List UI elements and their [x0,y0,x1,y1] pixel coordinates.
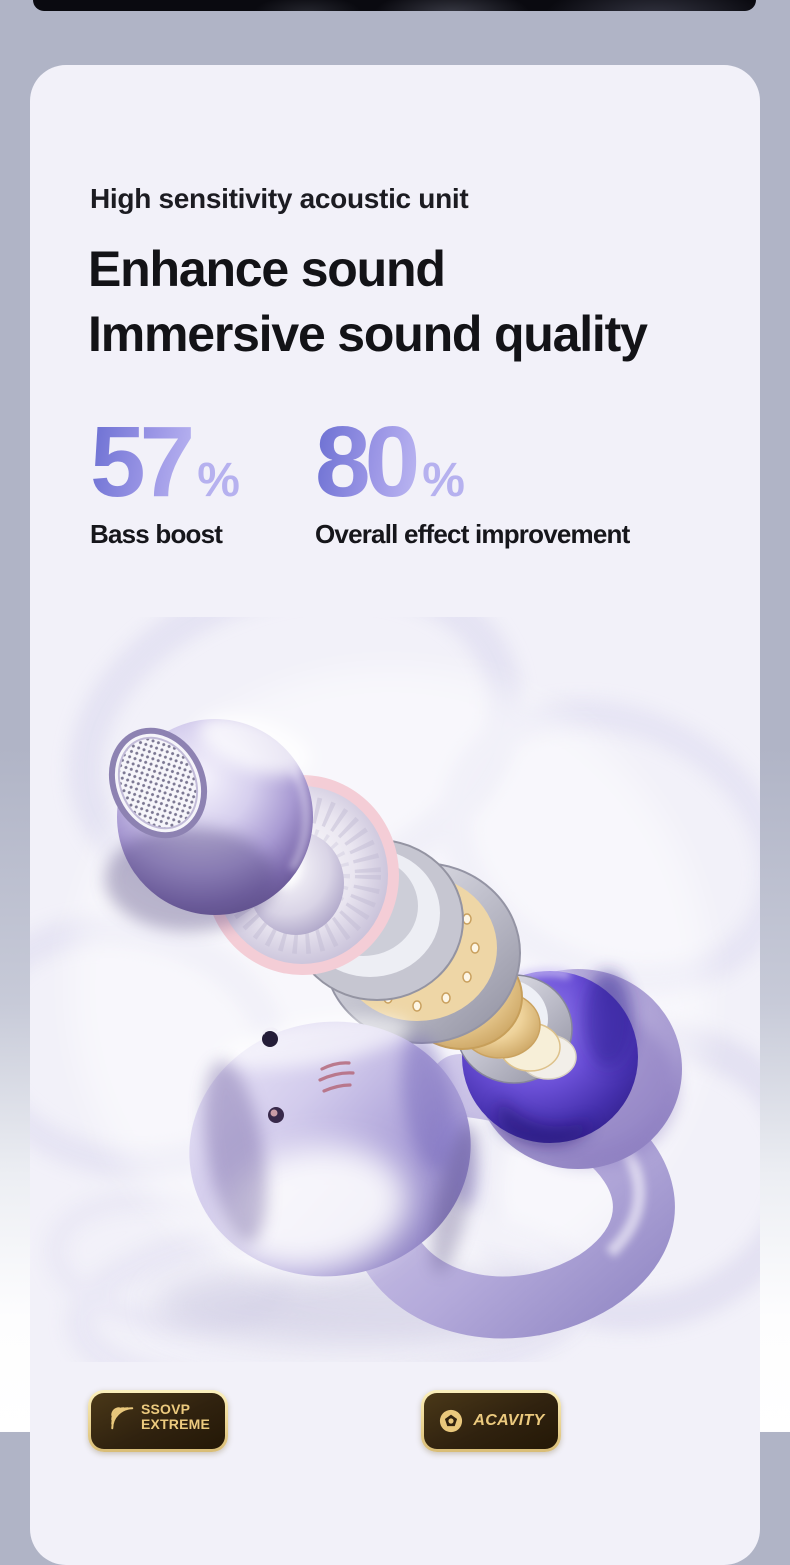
stat-label: Bass boost [90,519,223,549]
badge-text: ACAVITY [473,1412,544,1430]
stat-label: Overall effect improvement [315,519,630,549]
product-exploded-view-image [30,617,760,1362]
title-line-2: Immersive sound quality [88,306,648,362]
eyebrow-text: High sensitivity acoustic unit [90,183,469,214]
previous-card-bottom-edge [33,0,756,11]
badge-inner: ACAVITY [424,1393,558,1449]
badge-acavity: ACAVITY [421,1390,561,1452]
stat-number: 57% [90,412,315,512]
badge-line-2: EXTREME [140,1416,211,1432]
badge-inner: SSOVP EXTREME [91,1393,225,1449]
stat-bass-boost: 57% Bass boost [90,412,315,550]
percent-sign: % [197,453,240,507]
badge-line-1: SSOVP [140,1401,191,1417]
section-title: Enhance sound Immersive sound quality [88,237,760,367]
badge-ssovp-extreme: SSOVP EXTREME [88,1390,228,1452]
stat-overall-effect: 80% Overall effect improvement [315,412,630,550]
stat-number: 80% [315,412,629,512]
stats-row: 57% Bass boost 80% Overall effect improv… [90,412,760,550]
feature-card: High sensitivity acoustic unit Enhance s… [30,65,760,1565]
percent-sign: % [422,453,465,507]
badge-line-1: ACAVITY [473,1412,545,1429]
badge-text: SSOVP EXTREME [141,1402,210,1432]
pentagon-ring-icon [440,1409,463,1433]
stat-value: 57 [90,412,199,512]
title-line-1: Enhance sound [88,241,446,297]
sound-wave-arcs-icon [111,1407,134,1430]
stat-value: 80 [315,412,424,512]
